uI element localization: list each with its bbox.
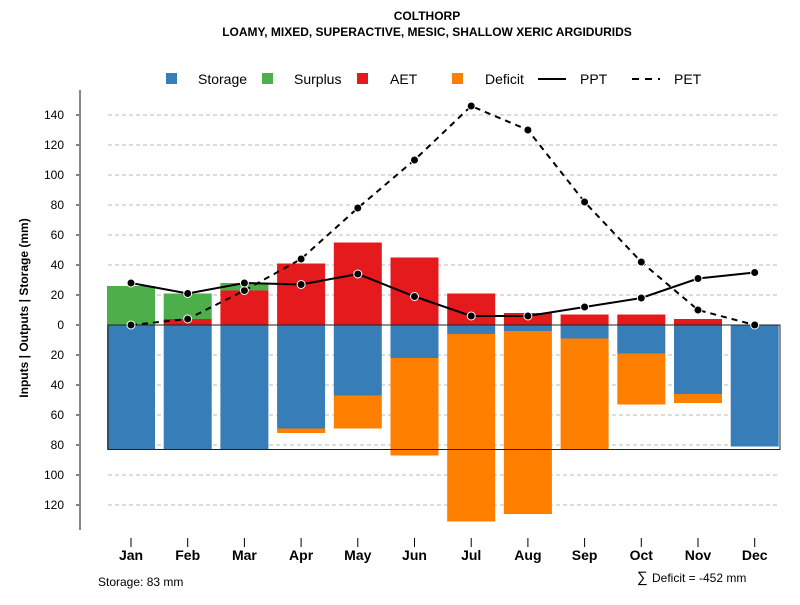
bar-aet — [390, 257, 439, 325]
y-tick-label: 80 — [51, 438, 65, 452]
bar-storage — [107, 325, 155, 450]
point-pet — [239, 286, 249, 295]
point-pet — [466, 101, 476, 111]
bar-aet — [277, 263, 326, 325]
line-ppt — [130, 271, 755, 317]
legend-label-deficit: Deficit — [485, 71, 524, 87]
y-tick-label: 120 — [44, 498, 64, 512]
bar-aet — [560, 314, 609, 325]
bar-storage — [560, 325, 609, 339]
bar-deficit — [560, 338, 609, 450]
x-tick-label: Jan — [119, 547, 143, 563]
point-ppt — [126, 278, 136, 288]
bar-storage — [617, 325, 666, 354]
y-tick-label: 140 — [44, 108, 64, 122]
point-ppt — [239, 278, 249, 288]
y-tick-label: 20 — [51, 348, 65, 362]
point-ppt — [580, 302, 590, 312]
bar-storage — [220, 325, 269, 450]
bar-aet — [674, 319, 722, 325]
y-tick-label: 40 — [51, 258, 65, 272]
x-tick-label: May — [344, 547, 371, 563]
bar-aet — [333, 242, 382, 325]
bar-deficit — [277, 428, 326, 433]
chart-subtitle: LOAMY, MIXED, SUPERACTIVE, MESIC, SHALLO… — [222, 25, 632, 39]
bar-storage — [447, 325, 496, 334]
bar-storage — [163, 325, 212, 450]
x-tick-label: Nov — [685, 547, 712, 563]
y-tick-label: 60 — [51, 228, 65, 242]
point-pet — [126, 320, 136, 330]
point-ppt — [523, 311, 533, 321]
point-pet — [183, 314, 193, 324]
bar-deficit — [674, 394, 722, 403]
legend-label-ppt: PPT — [580, 71, 608, 87]
x-tick-label: Mar — [232, 547, 257, 563]
chart-title: COLTHORP — [394, 9, 460, 23]
point-pet — [750, 320, 760, 330]
legend-label-surplus: Surplus — [294, 71, 341, 87]
line-pet — [130, 104, 755, 326]
bar-surplus — [107, 286, 155, 325]
x-tick-label: Oct — [630, 547, 654, 563]
legend-label-storage: Storage — [198, 71, 247, 87]
point-pet — [296, 254, 306, 264]
y-tick-label: 20 — [51, 288, 65, 302]
y-axis-label: Inputs | Outputs | Storage (mm) — [17, 218, 31, 397]
x-tick-label: Jun — [402, 547, 427, 563]
legend-swatch-surplus — [262, 73, 273, 84]
storage-capacity-box — [107, 324, 781, 450]
bar-aet — [617, 314, 666, 325]
y-tick-label: 100 — [44, 168, 64, 182]
bar-deficit — [390, 358, 439, 456]
point-pet — [353, 203, 363, 213]
bar-aet — [220, 290, 269, 325]
y-tick-label: 120 — [44, 138, 64, 152]
y-tick-label: 80 — [51, 198, 65, 212]
x-tick-label: Apr — [289, 547, 314, 563]
legend-swatch-aet — [357, 73, 368, 84]
point-ppt — [353, 269, 363, 279]
point-pet — [693, 305, 703, 315]
point-pet — [580, 197, 590, 207]
y-tick-label: 40 — [51, 378, 65, 392]
bar-storage — [503, 325, 552, 331]
point-ppt — [693, 274, 703, 283]
point-pet — [523, 125, 533, 135]
bar-storage — [730, 325, 779, 447]
y-tick-label: 100 — [44, 468, 64, 482]
bar-storage — [674, 325, 722, 394]
x-tick-label: Sep — [572, 547, 598, 563]
legend-swatch-storage — [166, 73, 177, 84]
bar-deficit — [447, 334, 496, 522]
point-pet — [410, 155, 419, 165]
point-ppt — [410, 292, 419, 301]
point-ppt — [636, 293, 646, 303]
bar-storage — [390, 325, 439, 358]
deficit-note: Deficit = -452 mm — [652, 571, 746, 585]
bar-deficit — [503, 331, 552, 514]
y-tick-label: 60 — [51, 408, 65, 422]
point-ppt — [296, 280, 306, 289]
storage-note: Storage: 83 mm — [98, 575, 183, 589]
point-ppt — [466, 311, 476, 321]
point-ppt — [183, 289, 193, 298]
legend-label-pet: PET — [674, 71, 702, 87]
x-tick-label: Aug — [514, 547, 541, 563]
point-pet — [636, 257, 646, 267]
legend-swatch-deficit — [452, 73, 463, 84]
deficit-symbol: ∑ — [637, 569, 648, 586]
y-tick-label: 0 — [57, 318, 64, 332]
legend-label-aet: AET — [390, 71, 418, 87]
bar-deficit — [333, 395, 382, 429]
x-tick-label: Feb — [175, 547, 200, 563]
x-tick-label: Jul — [461, 547, 481, 563]
bar-storage — [277, 325, 326, 429]
x-tick-label: Dec — [742, 547, 768, 563]
point-ppt — [750, 268, 760, 277]
bar-storage — [333, 325, 382, 396]
bar-deficit — [617, 353, 666, 405]
